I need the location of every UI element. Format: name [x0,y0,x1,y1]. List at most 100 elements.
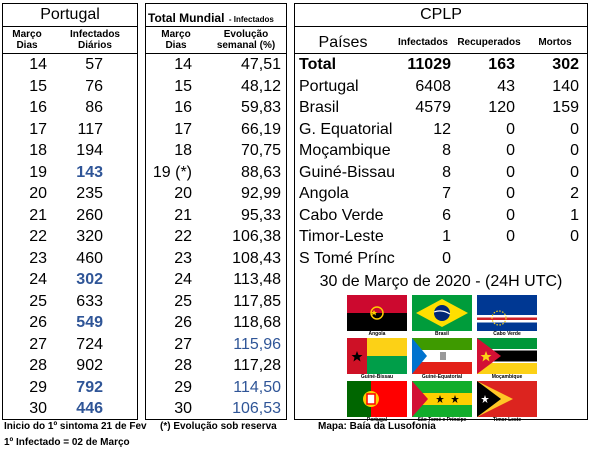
portugal-row-day: 19 [29,163,47,181]
portugal-row-day: 23 [29,249,47,267]
portugal-row-value: 320 [76,228,103,245]
cplp-row-infected: 8 [442,163,451,181]
portugal-row-value: 902 [76,357,103,374]
cplp-row-recovered: 0 [506,142,515,159]
portugal-title: Portugal [40,6,100,23]
cabo-verde-flag-icon [477,295,537,331]
portugal-row-value: 724 [76,335,103,353]
portugal-row-day: 17 [29,120,47,138]
flag-label: São Tomé e Príncipe [417,417,467,423]
cplp-col-infected: Infectados [397,37,448,48]
portugal-row-value: 446 [76,400,103,417]
mundial-row-day: 25 [174,292,192,310]
mundial-row-day: 28 [174,357,192,374]
portugal-row-day: 26 [29,314,47,331]
portugal-row-day: 20 [29,185,47,202]
cplp-row-infected: 6408 [415,77,451,95]
cplp-row-infected: 6 [442,206,451,224]
cplp-row-deaths: 0 [570,163,579,181]
mundial-row-value: 117,28 [233,357,281,374]
portugal-row-value: 260 [76,206,103,224]
cplp-row-recovered: 163 [488,56,515,73]
cplp-table: CPLP Países Infectados Recuperados Morto… [294,3,588,423]
mundial-row-value: 66,19 [240,120,281,138]
sao-tome-flag-icon [412,381,472,417]
mundial-row-day: 19 (*) [152,163,192,181]
mundial-col-value: Evolução semanal (%) [216,29,276,51]
cplp-col-recovered: Recuperados [457,37,521,48]
portugal-col-day: Março Dias [12,29,42,51]
mundial-row-day: 23 [174,249,192,267]
cplp-row-infected: 11029 [407,56,451,73]
portugal-row-value: 633 [76,292,103,310]
portugal-row-value: 549 [76,314,103,331]
portugal-row-value: 117 [77,120,103,138]
cplp-row-deaths: 0 [570,228,579,245]
cplp-row-recovered: 0 [506,228,515,245]
portugal-row-value: 235 [76,185,103,202]
footer-line1: Inicio do 1º sintoma 21 de Fev [4,421,147,432]
portugal-row-day: 14 [29,56,47,73]
mundial-row-day: 14 [174,56,192,73]
flag-label: Portugal [366,417,388,423]
cplp-row-country: S Tomé Prínc [299,249,395,267]
flag-label: Angola [368,331,386,337]
mocambique-flag-icon [477,338,537,374]
cplp-row-country: Timor-Leste [299,228,384,245]
footer-note: (*) Evolução sob reserva [160,421,277,432]
mundial-row-value: 48,12 [240,77,281,95]
cplp-row-deaths: 140 [552,77,579,95]
mundial-row-value: 108,43 [232,249,281,267]
mundial-row-value: 106,38 [232,228,281,245]
mundial-col-day: Março Dias [161,29,191,51]
portugal-row-day: 24 [29,271,47,288]
mundial-row-value: 117,85 [233,292,281,310]
mundial-title: Total Mundial - Infectados [148,11,274,25]
flag-label: Guiné-Bissau [360,374,394,380]
mundial-row-value: 47,51 [240,56,281,73]
portugal-flag-icon [347,381,407,417]
cplp-row-country: Cabo Verde [299,206,384,224]
cplp-row-country: Total [299,56,337,73]
cplp-row-infected: 12 [433,120,451,138]
portugal-row-day: 30 [29,400,47,417]
cplp-row-deaths: 2 [570,185,579,202]
angola-flag-icon [347,295,407,331]
cplp-col-country: Países [318,34,368,51]
portugal-row-value: 792 [76,378,103,396]
mundial-row-day: 22 [174,228,192,245]
mundial-row-day: 16 [174,99,192,116]
mundial-table: Total Mundial - Infectados Março Dias Ev… [145,3,287,420]
footer-line2: 1º Infectado = 02 de Março [4,437,130,448]
mundial-row-value: 113,48 [233,271,281,288]
portugal-row-day: 29 [29,378,47,396]
portugal-row-day: 15 [29,77,47,95]
cplp-row-deaths: 0 [570,142,579,159]
cplp-row-country: Guiné-Bissau [299,163,396,181]
mundial-row-value: 88,63 [240,163,281,181]
cplp-date-line: 30 de Março de 2020 - (24H UTC) [319,273,563,290]
flag-label: Moçambique [491,374,523,380]
portugal-row-day: 18 [29,142,47,159]
mundial-row-value: 70,75 [240,142,281,159]
portugal-row-value: 76 [85,77,103,95]
mundial-row-value: 59,83 [240,99,281,116]
portugal-row-day: 21 [29,206,47,224]
cplp-row-infected: 0 [442,249,451,267]
cplp-row-country: Brasil [299,99,340,116]
cplp-row-infected: 7 [442,185,451,202]
mundial-row-day: 30 [174,400,192,417]
mundial-row-day: 24 [174,271,192,288]
portugal-row-day: 16 [29,99,47,116]
mundial-row-value: 114,50 [233,378,281,396]
mundial-row-value: 115,96 [233,335,281,353]
portugal-row-day: 25 [29,292,47,310]
flag-label: Brasil [435,331,449,337]
mundial-row-day: 15 [174,77,192,95]
flag-label: Guiné-Equatorial [421,374,463,380]
cplp-row-recovered: 0 [506,163,515,181]
mundial-row-value: 118,68 [233,314,281,331]
cplp-row-country: Moçambique [299,142,391,159]
portugal-col-value: Infectados Diários [69,29,120,51]
portugal-row-value: 194 [76,142,103,159]
